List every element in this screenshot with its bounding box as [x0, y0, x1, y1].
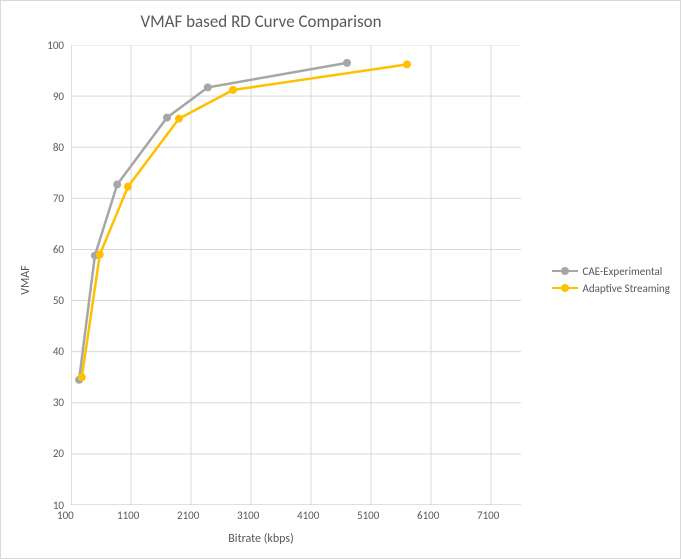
- x-tick-label: 4100: [297, 509, 319, 522]
- plot-area: [71, 45, 521, 505]
- chart-container: VMAF based RD Curve Comparison VMAF Bitr…: [0, 0, 681, 559]
- y-tick-label: 70: [53, 192, 64, 205]
- y-tick-label: 60: [53, 243, 64, 256]
- x-tick-label: 7100: [477, 509, 499, 522]
- x-tick-label: 100: [57, 509, 74, 522]
- y-tick-label: 20: [53, 447, 64, 460]
- y-tick-label: 50: [53, 294, 64, 307]
- chart-title: VMAF based RD Curve Comparison: [1, 11, 521, 32]
- x-tick-label: 1100: [117, 509, 139, 522]
- y-tick-label: 100: [47, 39, 64, 52]
- x-tick-label: 5100: [357, 509, 379, 522]
- legend-swatch: [552, 265, 578, 277]
- x-tick-label: 3100: [237, 509, 259, 522]
- legend-item: CAE-Experimental: [552, 265, 670, 278]
- legend-item: Adaptive Streaming: [552, 282, 670, 295]
- y-tick-label: 90: [53, 90, 64, 103]
- legend-label: Adaptive Streaming: [582, 282, 670, 295]
- y-tick-label: 80: [53, 141, 64, 154]
- legend-label: CAE-Experimental: [582, 265, 662, 278]
- y-tick-label: 30: [53, 396, 64, 409]
- x-tick-label: 2100: [177, 509, 199, 522]
- legend-swatch: [552, 282, 578, 294]
- x-axis-label: Bitrate (kbps): [1, 532, 521, 546]
- x-tick-label: 6100: [417, 509, 439, 522]
- legend: CAE-Experimental Adaptive Streaming: [552, 261, 670, 299]
- y-tick-label: 40: [53, 345, 64, 358]
- y-axis-label: VMAF: [19, 265, 33, 295]
